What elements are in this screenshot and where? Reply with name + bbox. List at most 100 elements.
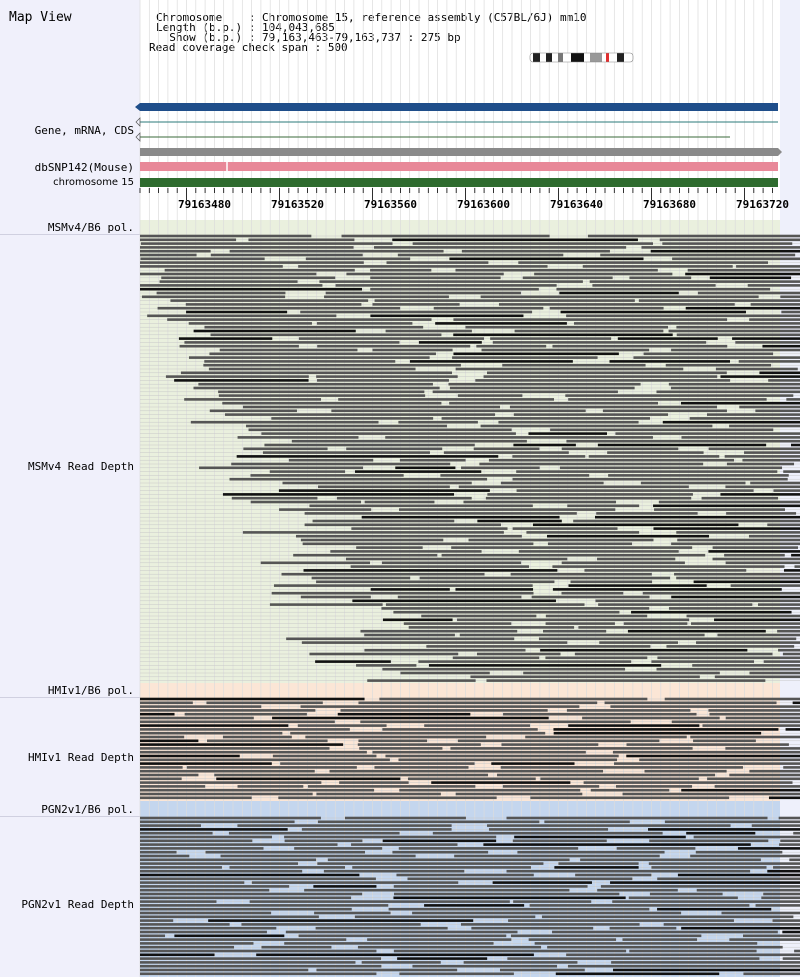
pgn-read	[507, 957, 760, 960]
msm-read	[668, 382, 800, 386]
msm-read	[461, 249, 610, 253]
msm-read	[279, 508, 372, 511]
msm-read	[483, 375, 718, 378]
hmi-read	[583, 781, 793, 784]
hmi-read	[792, 701, 800, 705]
hmi-read	[644, 769, 727, 773]
hmi-depth-label: HMIv1 Read Depth	[28, 751, 134, 764]
msm-read	[453, 352, 619, 356]
hmi-read	[140, 712, 175, 716]
pgn-read	[793, 831, 800, 835]
snp-bar	[140, 162, 778, 171]
msm-read	[243, 447, 328, 451]
msm-read	[364, 633, 455, 637]
pgn-read	[140, 900, 217, 903]
pgn-read	[393, 949, 627, 953]
ruler-tick-label: 79163520	[271, 198, 324, 211]
msm-read	[724, 553, 785, 557]
msm-read	[657, 656, 800, 660]
pgn-read	[256, 953, 534, 957]
pgn-read	[140, 926, 277, 930]
msm-read	[668, 329, 800, 333]
hmi-read	[140, 739, 199, 743]
msm-read	[742, 458, 800, 462]
hmi-read	[237, 785, 304, 788]
msm-read	[547, 542, 632, 546]
msm-read	[643, 352, 774, 356]
hmi-read	[525, 735, 687, 739]
hmi-read	[272, 754, 377, 758]
msm-read	[486, 679, 766, 682]
msm-read	[140, 242, 393, 245]
pgn-read	[140, 923, 230, 926]
msm-read	[708, 550, 800, 553]
pgn-read	[686, 831, 756, 835]
msm-read	[336, 496, 472, 500]
msm-read	[229, 477, 488, 481]
msm-read	[386, 261, 489, 264]
pgn-read	[298, 934, 507, 938]
msm-read	[317, 379, 449, 382]
msm-read	[364, 500, 435, 504]
msm-read	[749, 318, 800, 321]
hmi-read	[278, 796, 497, 800]
msm-read	[141, 295, 286, 299]
msm-read	[587, 234, 800, 238]
msm-read	[552, 344, 728, 348]
msm-read	[193, 329, 356, 333]
msm-read	[720, 375, 800, 378]
msm-read	[295, 534, 522, 538]
pgn-read	[140, 892, 363, 896]
pgn-read	[251, 881, 459, 884]
hmi-read	[615, 785, 693, 788]
msm-read	[229, 249, 444, 253]
msm-read	[638, 299, 800, 302]
msm-read	[726, 462, 795, 466]
hmi-read	[382, 728, 538, 731]
msm-read	[594, 515, 800, 519]
pgn-read	[140, 911, 272, 915]
msm-read	[399, 458, 466, 462]
pgn-read	[407, 877, 633, 881]
msm-read	[574, 652, 773, 656]
msm-read	[352, 599, 556, 603]
ideogram-band	[558, 53, 563, 62]
msm-read	[210, 333, 442, 337]
hmi-read	[502, 785, 600, 788]
hmi-read	[610, 705, 800, 708]
hmi-read	[358, 739, 428, 743]
msm-read	[476, 652, 561, 656]
msm-read	[757, 603, 800, 606]
msm-read	[400, 671, 490, 675]
pgn-read	[140, 885, 290, 888]
hmi-read	[140, 705, 262, 708]
pgn-read	[316, 968, 458, 972]
msm-read	[473, 447, 540, 451]
msm-read	[749, 671, 800, 675]
pgn-read	[140, 915, 319, 919]
pgn-read	[261, 945, 332, 949]
pgn-depth-label: PGN2v1 Read Depth	[21, 898, 134, 911]
pgn-read	[140, 934, 166, 938]
msm-read	[302, 542, 534, 546]
ruler-tick-label: 79163640	[550, 198, 603, 211]
chromosome-bar	[140, 178, 778, 187]
msm-read	[730, 584, 800, 587]
msm-read	[523, 671, 720, 675]
msm-read	[487, 371, 727, 375]
msm-read	[204, 360, 396, 363]
pgn-read	[140, 938, 347, 941]
msm-read	[778, 648, 800, 652]
pgn-read	[317, 820, 540, 824]
msm-read	[653, 504, 800, 508]
pgn-read	[566, 953, 800, 957]
hmi-read	[140, 731, 283, 735]
pgn-read	[499, 968, 585, 972]
msm-read	[470, 675, 700, 679]
pgn-read	[651, 866, 767, 869]
msm-read	[208, 367, 416, 371]
msm-read	[526, 531, 640, 534]
hmi-read	[693, 739, 756, 743]
msm-read	[545, 656, 648, 660]
msm-read	[762, 344, 800, 348]
